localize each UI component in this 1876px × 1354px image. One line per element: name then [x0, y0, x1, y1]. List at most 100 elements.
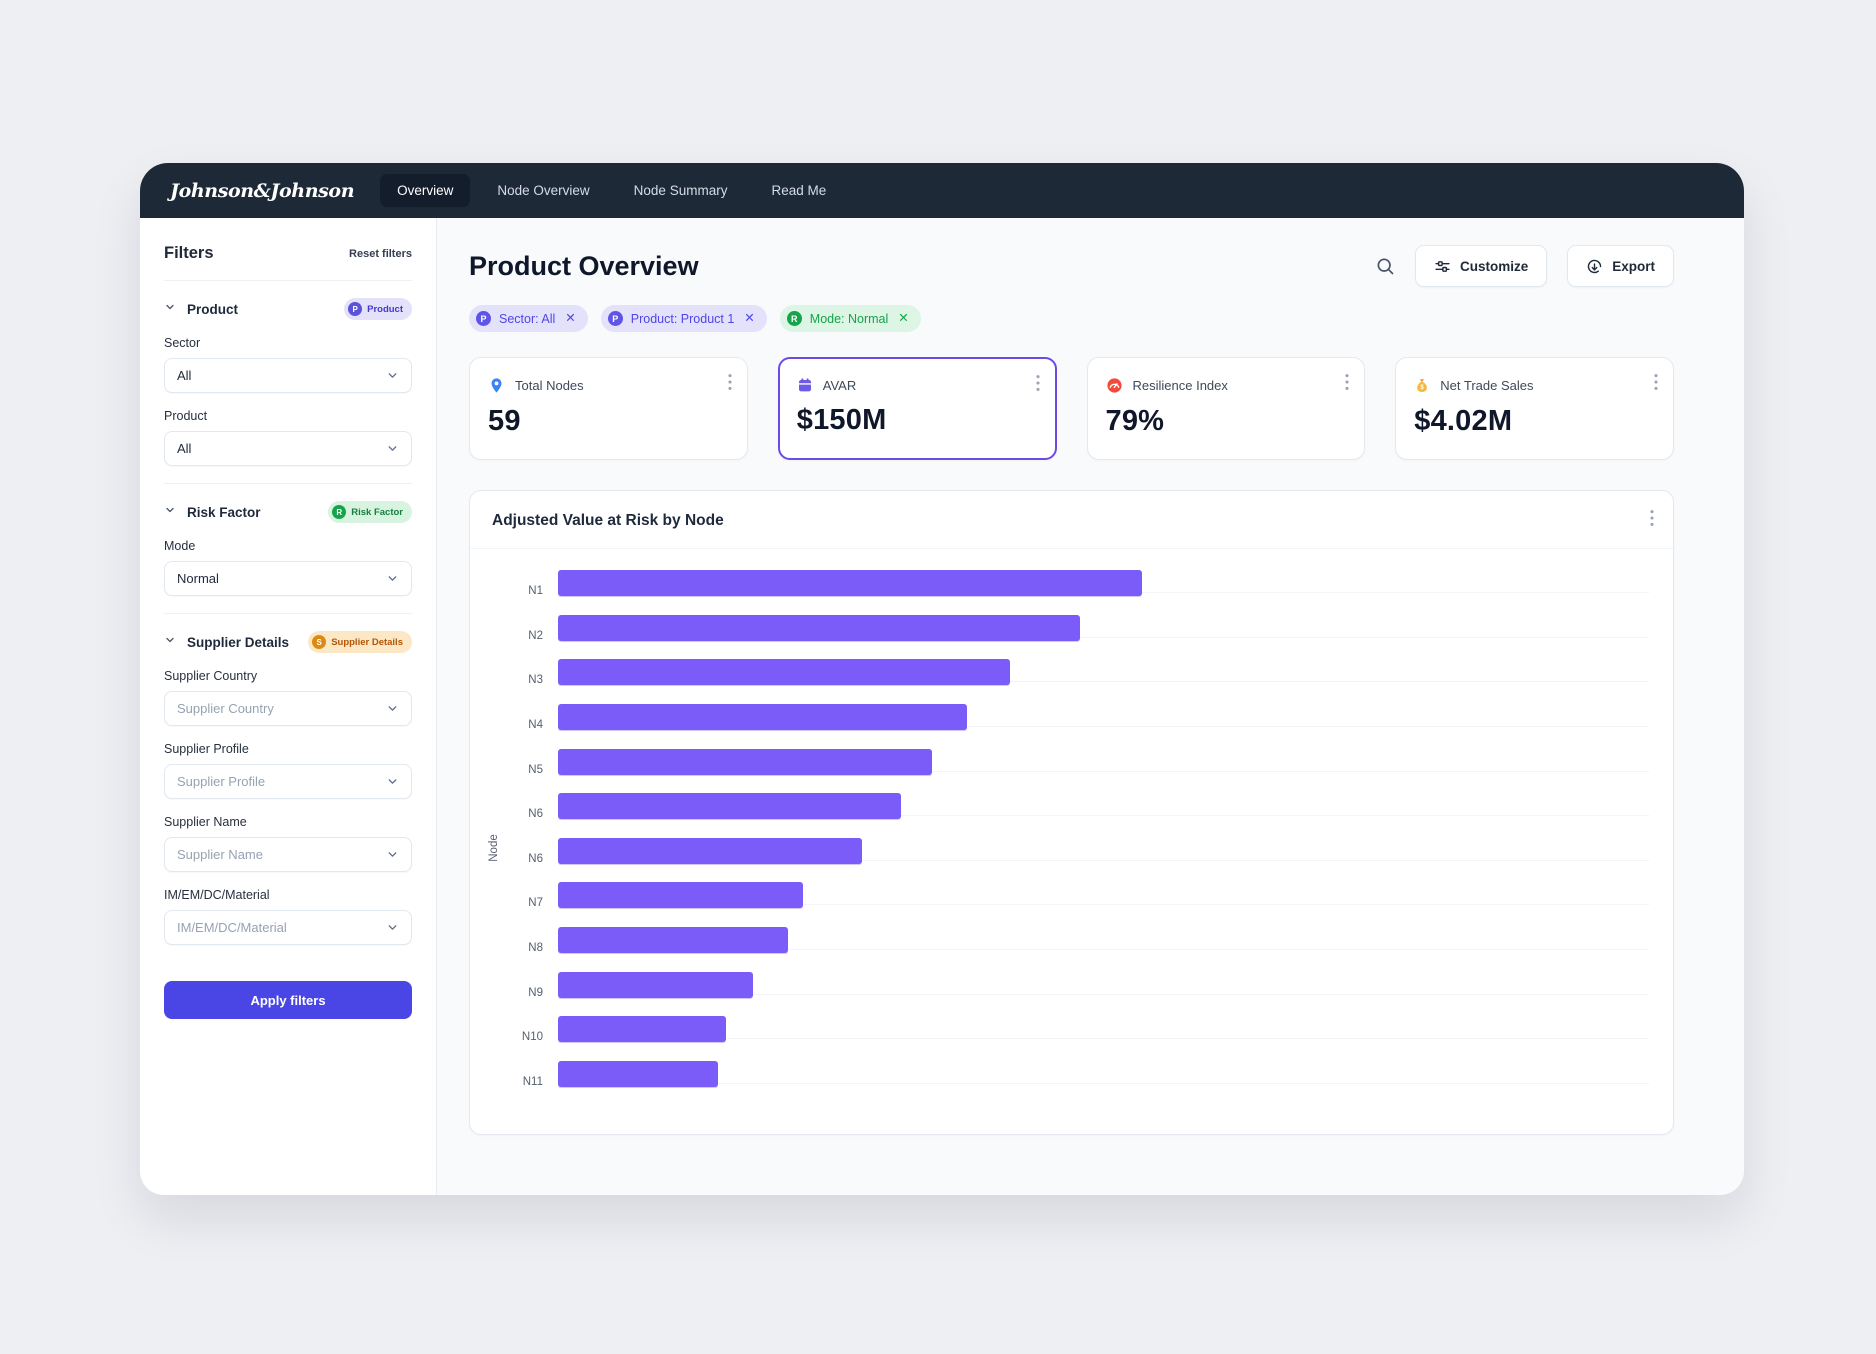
avar-bar[interactable]: [558, 659, 1010, 686]
y-tick-label: N3: [528, 674, 543, 687]
y-tick-label: N8: [528, 942, 543, 955]
bar-track: [558, 695, 1649, 740]
top-nav: Johnson&Johnson Overview Node Overview N…: [140, 163, 1744, 218]
calendar-icon: [798, 378, 811, 392]
bar-track: [558, 650, 1649, 695]
supplier-details-badge: S Supplier Details: [308, 631, 412, 653]
tab-overview[interactable]: Overview: [380, 174, 471, 207]
supplier-country-label: Supplier Country: [164, 669, 258, 683]
im-em-dc-material-placeholder: IM/EM/DC/Material: [177, 920, 287, 935]
supplier-country-placeholder: Supplier Country: [177, 701, 274, 716]
search-button[interactable]: [1375, 256, 1395, 276]
filters-sidebar: Filters Reset filters Product P Product …: [140, 218, 437, 1195]
mode-select[interactable]: Normal: [164, 561, 412, 596]
sector-select-value: All: [177, 368, 192, 383]
bar-chart: Node N1 N2 N3 N4 N5 N6 N6 N7 N8 N9 N10 N11: [470, 549, 1673, 1134]
risk-badge-label: Risk Factor: [351, 506, 403, 518]
avar-bar[interactable]: [558, 1060, 718, 1087]
tab-node-overview[interactable]: Node Overview: [497, 183, 590, 198]
customize-button[interactable]: Customize: [1414, 245, 1548, 287]
avar-bar[interactable]: [558, 704, 968, 731]
reset-filters-link[interactable]: Reset filters: [349, 247, 412, 260]
kpi-card-net-trade-sales[interactable]: $ Net Trade Sales $4.02M: [1395, 357, 1674, 460]
product-badge-label: Product: [367, 303, 403, 315]
bar-track: [558, 561, 1649, 606]
kpi-card-resilience-index[interactable]: Resilience Index 79%: [1086, 357, 1366, 460]
kpi-value: $4.02M: [1414, 405, 1513, 437]
chip-product-label: Product: Product 1: [630, 311, 735, 326]
active-filter-chips: P Sector: All ✕ P Product: Product 1 ✕ R…: [469, 305, 1674, 332]
tab-node-summary[interactable]: Node Summary: [633, 183, 728, 198]
avar-bar[interactable]: [558, 837, 862, 864]
kpi-label: Resilience Index: [1132, 378, 1228, 393]
kebab-menu-icon[interactable]: [1031, 373, 1045, 398]
gauge-icon: [1106, 378, 1122, 393]
chip-product[interactable]: P Product: Product 1 ✕: [600, 305, 767, 332]
close-icon[interactable]: ✕: [898, 311, 909, 326]
kpi-cards: Total Nodes 59 AVAR $150M: [469, 357, 1674, 460]
avar-by-node-chart-card: Adjusted Value at Risk by Node Node N1 N2…: [469, 490, 1674, 1135]
page-title: Product Overview: [469, 250, 699, 281]
kebab-menu-icon[interactable]: [1340, 372, 1354, 397]
supplier-country-select[interactable]: Supplier Country: [164, 691, 412, 726]
y-tick-label: N6: [528, 852, 543, 865]
close-icon[interactable]: ✕: [744, 311, 755, 326]
export-button[interactable]: Export: [1567, 245, 1674, 287]
bar-track: [558, 1007, 1649, 1052]
section-risk-header[interactable]: Risk Factor R Risk Factor: [164, 501, 412, 523]
avar-bar[interactable]: [558, 971, 753, 998]
kebab-menu-icon[interactable]: [1645, 508, 1659, 533]
sector-select[interactable]: All: [164, 358, 412, 393]
chip-sector-label: Sector: All: [499, 311, 556, 326]
chip-mode[interactable]: R Mode: Normal ✕: [779, 305, 921, 332]
kebab-menu-icon[interactable]: [723, 372, 737, 397]
sector-label: Sector: [164, 336, 201, 350]
chart-row: N3: [506, 650, 1649, 695]
map-pin-icon: [491, 378, 502, 393]
filters-title: Filters: [164, 244, 214, 262]
supplier-profile-select[interactable]: Supplier Profile: [164, 764, 412, 799]
chart-plot-area: N1 N2 N3 N4 N5 N6 N6 N7 N8 N9 N10 N11: [506, 561, 1649, 1134]
chip-sector[interactable]: P Sector: All ✕: [469, 305, 588, 332]
chevron-down-icon: [388, 925, 397, 930]
avar-bar[interactable]: [558, 1016, 726, 1043]
avar-bar[interactable]: [558, 927, 788, 954]
avar-bar[interactable]: [558, 882, 804, 909]
supplier-badge-label: Supplier Details: [331, 636, 403, 648]
chevron-down-icon: [164, 503, 176, 521]
chevron-down-icon: [388, 779, 397, 784]
divider: [164, 280, 412, 281]
supplier-name-select[interactable]: Supplier Name: [164, 837, 412, 872]
section-product-header[interactable]: Product P Product: [164, 298, 412, 320]
im-em-dc-material-select[interactable]: IM/EM/DC/Material: [164, 910, 412, 945]
chart-title: Adjusted Value at Risk by Node: [492, 511, 724, 529]
kpi-label: Total Nodes: [515, 378, 584, 393]
tab-read-me[interactable]: Read Me: [771, 183, 827, 198]
apply-filters-button[interactable]: Apply filters: [164, 981, 412, 1019]
chart-row: N8: [506, 918, 1649, 963]
avar-bar[interactable]: [558, 748, 933, 775]
chip-mode-label: Mode: Normal: [809, 311, 889, 326]
kebab-menu-icon[interactable]: [1649, 372, 1663, 397]
y-tick-label: N9: [528, 986, 543, 999]
chevron-down-icon: [388, 576, 397, 581]
kpi-card-avar[interactable]: AVAR $150M: [777, 357, 1057, 460]
money-bag-icon: $: [1417, 379, 1428, 392]
avar-bar[interactable]: [558, 793, 901, 820]
close-icon[interactable]: ✕: [565, 311, 576, 326]
chart-row: N2: [506, 606, 1649, 651]
avar-bar[interactable]: [558, 614, 1081, 641]
bar-track: [558, 918, 1649, 963]
y-tick-label: N1: [528, 585, 543, 598]
y-tick-label: N4: [528, 719, 543, 732]
section-supplier-header[interactable]: Supplier Details S Supplier Details: [164, 631, 412, 653]
kpi-label: AVAR: [822, 377, 857, 393]
product-select[interactable]: All: [164, 431, 412, 466]
download-icon: [1588, 259, 1602, 273]
kpi-card-total-nodes[interactable]: Total Nodes 59: [469, 357, 748, 460]
chip-sector-letter-icon: P: [476, 311, 491, 326]
chevron-down-icon: [388, 373, 397, 378]
im-em-dc-material-label: IM/EM/DC/Material: [164, 888, 270, 902]
risk-letter-icon: R: [332, 505, 347, 519]
avar-bar[interactable]: [558, 570, 1143, 597]
